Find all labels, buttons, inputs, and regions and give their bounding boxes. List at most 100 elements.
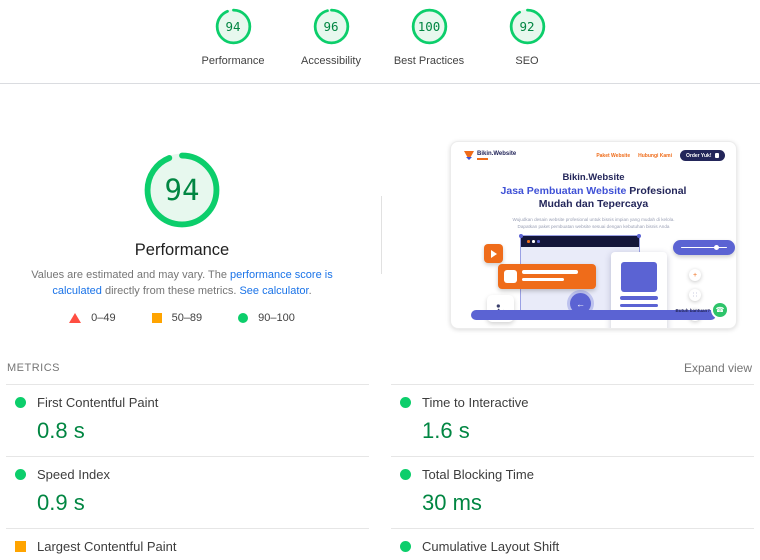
performance-score-link[interactable]: performance score is calculated	[52, 269, 333, 297]
score-disclaimer: Values are estimated and may vary. The p…	[6, 267, 358, 299]
accessibility-gauge: 96	[313, 8, 350, 45]
thumb-heading-brand: Bikin.Website	[562, 172, 625, 183]
thumb-heading-dark: Profesional	[626, 185, 687, 197]
thumb-paragraph-line: Wujudkan desain website profesional untu…	[512, 217, 675, 222]
pass-circle-icon	[15, 397, 26, 408]
score-best-practices[interactable]: 100 Best Practices	[392, 8, 466, 67]
performance-label: Performance	[201, 55, 265, 67]
thumb-navbar: Bikin.Website Paket Website Hubungi Kami…	[451, 142, 736, 161]
metric-name: Speed Index	[37, 467, 111, 482]
slider-widget	[673, 240, 735, 255]
metric-total-blocking-time: Total Blocking Time 30 ms	[391, 456, 754, 528]
legend-fail-range: 0–49	[69, 312, 116, 324]
disclaimer-text: .	[308, 285, 312, 297]
thumb-brand-name: Bikin.Website	[477, 151, 517, 158]
average-square-icon	[151, 313, 162, 323]
notification-icon	[504, 270, 517, 283]
whatsapp-icon: ☎	[713, 303, 727, 317]
seo-gauge: 92	[509, 8, 546, 45]
metrics-header: METRICS Expand view	[0, 354, 760, 384]
thumb-nav-link: Paket Website	[596, 152, 631, 159]
text-line-placeholder	[620, 303, 658, 307]
metric-largest-contentful-paint: Largest Contentful Paint 1.3 s	[6, 528, 369, 560]
fail-triangle-icon	[69, 313, 82, 323]
arrow-left-icon: ←	[570, 293, 591, 314]
footer-bar-placeholder	[471, 310, 716, 320]
performance-gauge-panel: 94 Performance Values are estimated and …	[0, 84, 364, 324]
text-line-placeholder	[620, 296, 658, 300]
metric-name: Cumulative Layout Shift	[422, 539, 560, 554]
thumb-nav-links: Paket Website Hubungi Kami Order Yuk!	[596, 150, 725, 161]
accessibility-label: Accessibility	[301, 55, 361, 67]
metric-value: 1.6 s	[422, 418, 470, 443]
play-button-icon	[484, 244, 503, 263]
category-scores-bar: 94 Performance 96 Accessibility 100 Best…	[0, 0, 760, 84]
see-calculator-link[interactable]: See calculator	[239, 285, 309, 297]
selection-handle	[637, 234, 641, 238]
thumb-logo: Bikin.Website	[464, 151, 516, 160]
seo-label: SEO	[515, 55, 539, 67]
performance-title: Performance	[134, 241, 230, 259]
text-line-placeholder	[522, 277, 564, 281]
brand-triangle-icon	[464, 151, 474, 160]
main-performance-score: 94	[164, 173, 200, 207]
notification-card	[498, 264, 596, 289]
browser-dot	[527, 240, 530, 243]
expand-view-button[interactable]: Expand view	[683, 361, 752, 375]
metric-cumulative-layout-shift: Cumulative Layout Shift 0.097	[391, 528, 754, 560]
text-line-placeholder	[522, 270, 578, 274]
site-screenshot-thumbnail: Bikin.Website Paket Website Hubungi Kami…	[450, 141, 737, 329]
performance-summary-section: 94 Performance Values are estimated and …	[0, 84, 760, 354]
seo-score: 92	[519, 19, 535, 34]
thumb-paragraph: Wujudkan desain website profesional untu…	[451, 216, 736, 230]
thumb-nav-link: Hubungi Kami	[638, 152, 673, 159]
best-practices-score: 100	[417, 19, 441, 34]
pass-circle-icon	[238, 313, 249, 323]
grid-mini-icon: ∷	[689, 289, 701, 301]
main-performance-gauge: 94	[143, 151, 221, 229]
gauge-fill	[411, 9, 447, 44]
score-performance[interactable]: 94 Performance	[196, 8, 270, 67]
performance-gauge: 94	[215, 8, 252, 45]
gauge-fill	[145, 153, 219, 227]
metrics-grid: First Contentful Paint 0.8 s Time to Int…	[0, 384, 760, 560]
legend-pass-range: 90–100	[238, 312, 295, 324]
legend-average-range: 50–89	[151, 312, 202, 324]
help-label: Butuh bantuan?	[675, 307, 711, 313]
slider-track	[681, 244, 727, 251]
fail-range-label: 0–49	[91, 312, 116, 324]
pass-range-label: 90–100	[258, 312, 295, 324]
thumb-heading-tagline: Mudah dan Tepercaya	[538, 198, 649, 210]
pass-circle-icon	[400, 469, 411, 480]
score-accessibility[interactable]: 96 Accessibility	[294, 8, 368, 67]
accessibility-score: 96	[323, 19, 339, 34]
thumb-heading-blue: Jasa Pembuatan Website	[500, 185, 627, 197]
browser-dot	[537, 240, 540, 243]
gauge-fill	[215, 9, 251, 44]
disclaimer-text: directly from these metrics.	[101, 285, 240, 297]
thumb-brand-underline	[477, 158, 488, 160]
vertical-divider	[381, 196, 382, 274]
metric-time-to-interactive: Time to Interactive 1.6 s	[391, 384, 754, 456]
thumb-illustration: ← + ∷ Butuh bantuan? ☎	[451, 234, 736, 328]
metric-name: Time to Interactive	[422, 395, 529, 410]
plus-mini-icon: +	[689, 269, 701, 281]
slider-knob	[713, 244, 719, 251]
score-range-legend: 0–49 50–89 90–100	[0, 312, 364, 324]
best-practices-label: Best Practices	[393, 55, 465, 67]
pass-circle-icon	[15, 469, 26, 480]
average-square-icon	[15, 541, 26, 552]
image-block-placeholder	[621, 262, 657, 292]
whatsapp-widget: Butuh bantuan? ☎	[675, 303, 727, 317]
gauge-fill	[313, 9, 349, 44]
score-seo[interactable]: 92 SEO	[490, 8, 564, 67]
metrics-title: METRICS	[7, 362, 60, 374]
metric-first-contentful-paint: First Contentful Paint 0.8 s	[6, 384, 369, 456]
thumb-paragraph-line: Dapatkan paket pembuatan website sesuai …	[517, 224, 670, 229]
metric-speed-index: Speed Index 0.9 s	[6, 456, 369, 528]
thumb-heading-service: Jasa Pembuatan Website Profesional	[451, 185, 736, 197]
thumb-order-button: Order Yuk!	[680, 150, 725, 161]
selection-handle	[519, 234, 523, 238]
metric-name: Largest Contentful Paint	[37, 539, 177, 554]
best-practices-gauge: 100	[411, 8, 448, 45]
